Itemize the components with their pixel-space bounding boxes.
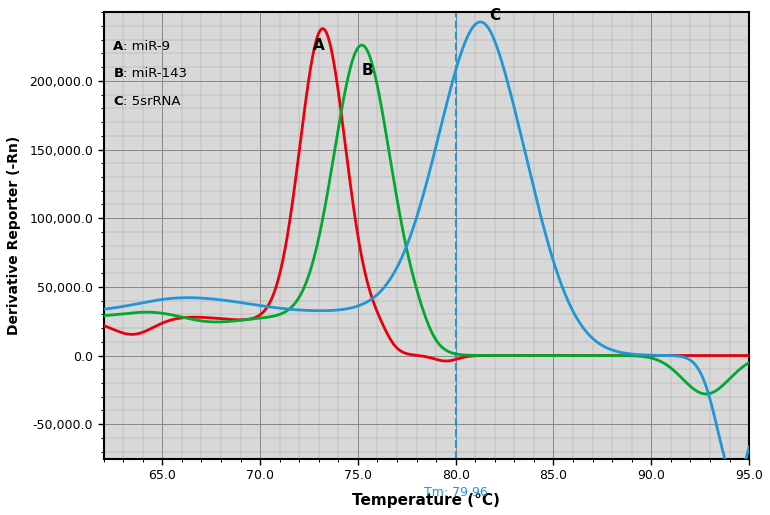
Text: B: B bbox=[362, 63, 373, 78]
Text: B: B bbox=[113, 67, 123, 80]
Text: Tm: 79.96: Tm: 79.96 bbox=[424, 486, 487, 499]
Text: A: A bbox=[113, 40, 124, 53]
X-axis label: Temperature (°C): Temperature (°C) bbox=[353, 493, 500, 508]
Y-axis label: Derivative Reporter (-Rn): Derivative Reporter (-Rn) bbox=[7, 136, 21, 335]
Text: C: C bbox=[489, 8, 500, 23]
Text: : 5srRNA: : 5srRNA bbox=[123, 95, 181, 108]
Text: : miR-9: : miR-9 bbox=[123, 40, 170, 53]
Text: A: A bbox=[313, 39, 325, 54]
Text: C: C bbox=[113, 95, 123, 108]
Text: : miR-143: : miR-143 bbox=[123, 67, 187, 80]
